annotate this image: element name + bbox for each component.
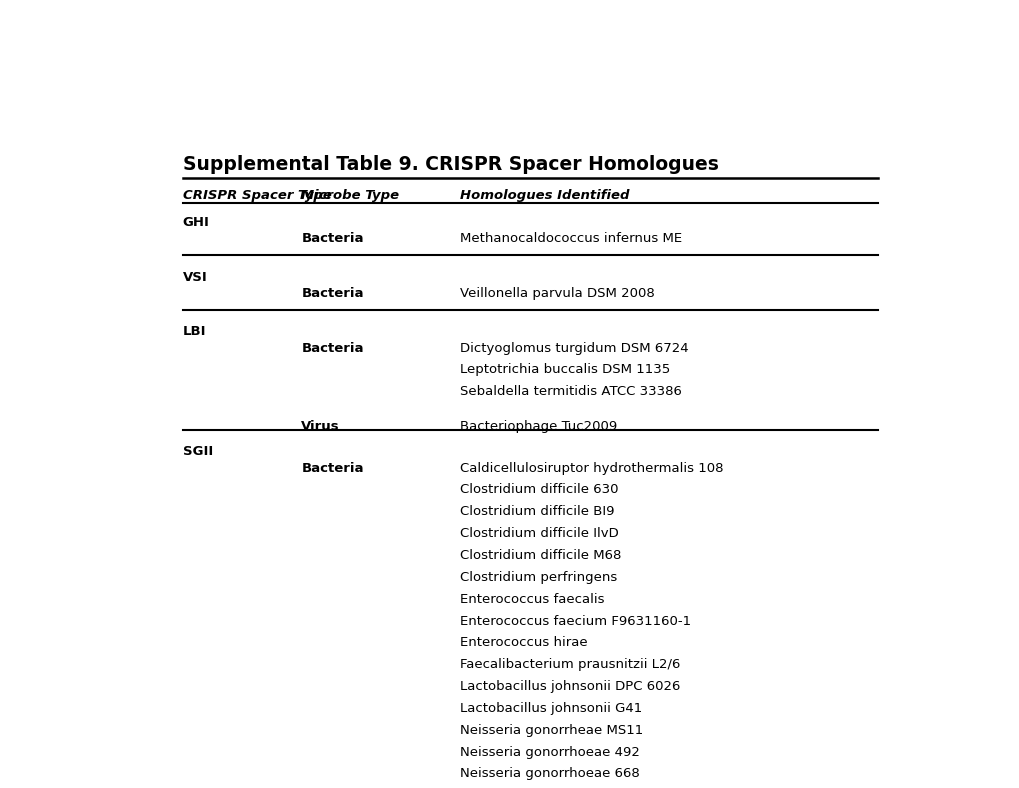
Text: Lactobacillus johnsonii DPC 6026: Lactobacillus johnsonii DPC 6026 bbox=[459, 680, 680, 693]
Text: Enterococcus faecalis: Enterococcus faecalis bbox=[459, 593, 603, 606]
Text: Neisseria gonorrhoeae 492: Neisseria gonorrhoeae 492 bbox=[459, 745, 639, 759]
Text: LBI: LBI bbox=[182, 325, 206, 338]
Text: Enterococcus faecium F9631160-1: Enterococcus faecium F9631160-1 bbox=[459, 615, 690, 627]
Text: Bacteria: Bacteria bbox=[302, 232, 364, 245]
Text: Clostridium difficile 630: Clostridium difficile 630 bbox=[459, 484, 618, 496]
Text: Clostridium difficile BI9: Clostridium difficile BI9 bbox=[459, 505, 613, 519]
Text: Neisseria gonorrhoeae 668: Neisseria gonorrhoeae 668 bbox=[459, 768, 639, 780]
Text: Supplemental Table 9. CRISPR Spacer Homologues: Supplemental Table 9. CRISPR Spacer Homo… bbox=[182, 155, 718, 174]
Text: Bacteriophage Tuc2009: Bacteriophage Tuc2009 bbox=[459, 420, 616, 433]
Text: Clostridium perfringens: Clostridium perfringens bbox=[459, 571, 616, 584]
Text: Clostridium difficile M68: Clostridium difficile M68 bbox=[459, 549, 621, 562]
Text: Leptotrichia buccalis DSM 1135: Leptotrichia buccalis DSM 1135 bbox=[459, 363, 669, 377]
Text: SGII: SGII bbox=[182, 445, 213, 459]
Text: VSI: VSI bbox=[182, 270, 208, 284]
Text: Bacteria: Bacteria bbox=[302, 341, 364, 355]
Text: Bacteria: Bacteria bbox=[302, 287, 364, 300]
Text: Microbe Type: Microbe Type bbox=[302, 188, 399, 202]
Text: Faecalibacterium prausnitzii L2/6: Faecalibacterium prausnitzii L2/6 bbox=[459, 658, 680, 671]
Text: Lactobacillus johnsonii G41: Lactobacillus johnsonii G41 bbox=[459, 702, 641, 715]
Text: Caldicellulosiruptor hydrothermalis 108: Caldicellulosiruptor hydrothermalis 108 bbox=[459, 462, 722, 474]
Text: GHI: GHI bbox=[182, 216, 210, 229]
Text: Methanocaldococcus infernus ME: Methanocaldococcus infernus ME bbox=[459, 232, 681, 245]
Text: Clostridium difficile IlvD: Clostridium difficile IlvD bbox=[459, 527, 618, 541]
Text: Veillonella parvula DSM 2008: Veillonella parvula DSM 2008 bbox=[459, 287, 653, 300]
Text: Dictyoglomus turgidum DSM 6724: Dictyoglomus turgidum DSM 6724 bbox=[459, 341, 688, 355]
Text: Virus: Virus bbox=[302, 420, 339, 433]
Text: Sebaldella termitidis ATCC 33386: Sebaldella termitidis ATCC 33386 bbox=[459, 385, 681, 398]
Text: CRISPR Spacer Type: CRISPR Spacer Type bbox=[182, 188, 331, 202]
Text: Homologues Identified: Homologues Identified bbox=[459, 188, 629, 202]
Text: Neisseria gonorrheae MS11: Neisseria gonorrheae MS11 bbox=[459, 723, 642, 737]
Text: Bacteria: Bacteria bbox=[302, 462, 364, 474]
Text: Enterococcus hirae: Enterococcus hirae bbox=[459, 637, 587, 649]
